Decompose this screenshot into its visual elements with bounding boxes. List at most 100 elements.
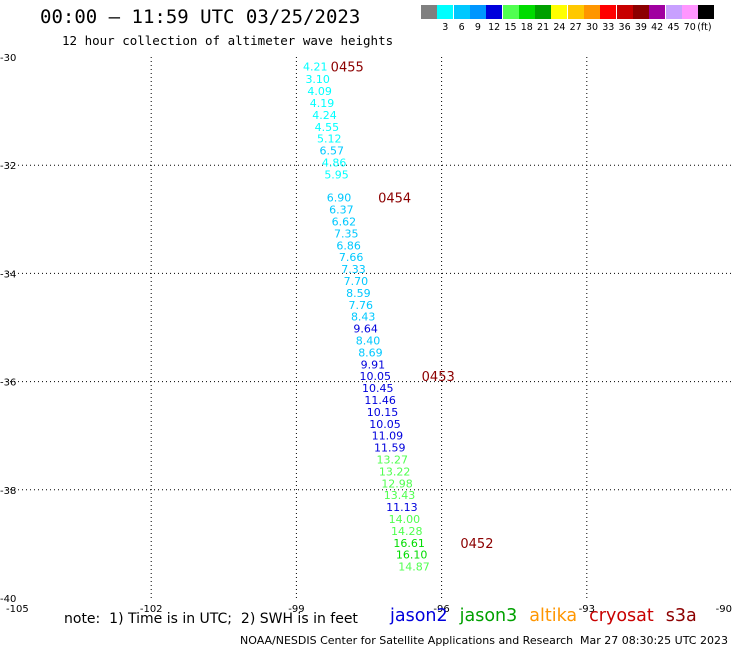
color-scale-swatch xyxy=(518,5,535,19)
note-text: note: 1) Time is in UTC; 2) SWH is in fe… xyxy=(64,611,358,627)
wave-height-label: 5.12 xyxy=(317,133,342,146)
color-scale-tick-label: 12 xyxy=(488,22,501,33)
color-scale-swatch xyxy=(437,5,454,19)
x-tick-label: -90 xyxy=(716,604,732,615)
color-scale-tick-label: 3 xyxy=(442,22,449,33)
wave-height-label: 6.86 xyxy=(336,239,361,252)
wave-height-label: 13.43 xyxy=(384,489,416,502)
x-tick-label: -105 xyxy=(6,604,29,615)
wave-height-label: 11.46 xyxy=(364,394,396,407)
legend-item-altika: altika xyxy=(529,606,578,626)
color-scale-tick-label: 6 xyxy=(458,22,465,33)
wave-height-label: 10.45 xyxy=(362,382,394,395)
y-tick-label: -32 xyxy=(0,161,16,172)
pass-time-label: 0453 xyxy=(422,370,455,385)
wave-height-label: 7.33 xyxy=(341,263,366,276)
wave-height-label: 13.27 xyxy=(376,454,408,467)
wave-height-label: 4.21 xyxy=(303,61,328,74)
legend-item-jason2: jason2 xyxy=(390,606,448,626)
color-scale-swatch xyxy=(698,5,715,19)
y-tick-label: -38 xyxy=(0,486,16,497)
color-scale-tick-label: 27 xyxy=(569,22,582,33)
wave-height-label: 14.28 xyxy=(391,525,423,538)
color-scale-swatch xyxy=(486,5,503,19)
wave-height-label: 6.62 xyxy=(332,215,357,228)
generated-timestamp: Mar 27 08:30:25 UTC 2023 xyxy=(580,634,728,647)
legend-item-s3a: s3a xyxy=(665,606,697,626)
wave-height-label: 16.10 xyxy=(396,549,428,562)
color-scale-tick-label: 70 xyxy=(683,22,696,33)
color-scale-swatch xyxy=(535,5,552,19)
legend-item-jason3: jason3 xyxy=(459,606,518,626)
color-scale-tick-label: 30 xyxy=(585,22,599,33)
wave-height-label: 9.64 xyxy=(353,323,378,336)
x-tick-label: -96 xyxy=(433,604,449,615)
color-scale-swatch xyxy=(453,5,470,19)
color-scale-unit: (ft) xyxy=(697,22,712,33)
wave-height-label: 13.22 xyxy=(379,465,411,478)
color-scale-swatch xyxy=(584,5,600,19)
wave-height-label: 8.40 xyxy=(356,334,381,347)
satellite-legend: jason2 jason3 altika cryosat s3a xyxy=(390,606,709,626)
wave-height-label: 16.61 xyxy=(393,537,425,550)
x-tick-label: -99 xyxy=(288,604,304,615)
color-scale-swatch xyxy=(649,5,666,19)
y-tick-label: -40 xyxy=(0,594,16,605)
wave-height-label: 7.35 xyxy=(334,227,359,240)
wave-height-label: 3.10 xyxy=(305,73,330,86)
wave-height-label: 7.76 xyxy=(349,299,374,312)
y-tick-label: -30 xyxy=(0,53,16,64)
wave-height-label: 4.09 xyxy=(307,85,332,98)
color-scale-swatch xyxy=(600,5,617,19)
color-scale-swatch xyxy=(567,5,584,19)
color-scale-swatch xyxy=(421,5,437,19)
color-scale-swatch xyxy=(665,5,682,19)
wave-height-label: 10.05 xyxy=(360,370,392,383)
wave-height-label: 10.15 xyxy=(367,406,399,419)
wave-height-label: 8.59 xyxy=(346,287,371,300)
chart-title: 00:00 – 11:59 UTC 03/25/2023 xyxy=(40,6,361,28)
wave-height-label: 12.98 xyxy=(381,477,413,490)
color-scale-tick-label: 9 xyxy=(474,22,481,33)
wave-height-label: 7.66 xyxy=(339,251,364,264)
color-scale-tick-label: 39 xyxy=(634,22,647,33)
wave-height-label: 4.55 xyxy=(315,121,340,134)
y-tick-label: -36 xyxy=(0,378,16,389)
pass-time-label: 0454 xyxy=(378,192,411,207)
wave-height-label: 6.37 xyxy=(329,204,354,217)
color-scale-tick-label: 33 xyxy=(602,22,615,33)
wave-height-label: 14.87 xyxy=(398,561,430,574)
wave-height-label: 4.19 xyxy=(310,97,335,110)
wave-height-label: 10.05 xyxy=(369,418,401,431)
wave-height-label: 8.69 xyxy=(358,346,383,359)
color-scale-tick-label: 36 xyxy=(618,22,631,33)
wave-height-label: 8.43 xyxy=(351,311,376,324)
wave-height-label: 11.09 xyxy=(372,430,404,443)
color-scale-swatch xyxy=(551,5,568,19)
color-scale-tick-label: 45 xyxy=(667,22,680,33)
wave-height-label: 6.57 xyxy=(319,145,344,158)
wave-height-label: 5.95 xyxy=(324,168,349,181)
color-scale-swatch xyxy=(502,5,519,19)
wave-height-label: 11.13 xyxy=(386,501,418,514)
pass-time-label: 0455 xyxy=(331,61,364,76)
chart-subtitle: 12 hour collection of altimeter wave hei… xyxy=(62,33,394,48)
color-scale-tick-label: 24 xyxy=(553,22,566,33)
color-scale-swatch xyxy=(469,5,486,19)
color-scale-tick-label: 42 xyxy=(651,22,664,33)
color-scale-swatch xyxy=(632,5,649,19)
wave-height-label: 4.24 xyxy=(312,109,337,122)
pass-time-label: 0452 xyxy=(460,537,493,552)
legend-item-cryosat: cryosat xyxy=(589,606,654,626)
color-scale-tick-label: 15 xyxy=(504,22,517,33)
color-scale-tick-label: 21 xyxy=(537,22,550,33)
color-scale-swatch xyxy=(616,5,633,19)
color-scale-tick-label: 18 xyxy=(520,22,533,33)
wave-height-label: 7.70 xyxy=(344,275,369,288)
color-scale-swatch xyxy=(681,5,698,19)
wave-height-label: 14.00 xyxy=(389,513,421,526)
wave-height-label: 11.59 xyxy=(374,442,406,455)
wave-height-label: 6.90 xyxy=(327,192,352,205)
y-tick-label: -34 xyxy=(0,269,16,280)
